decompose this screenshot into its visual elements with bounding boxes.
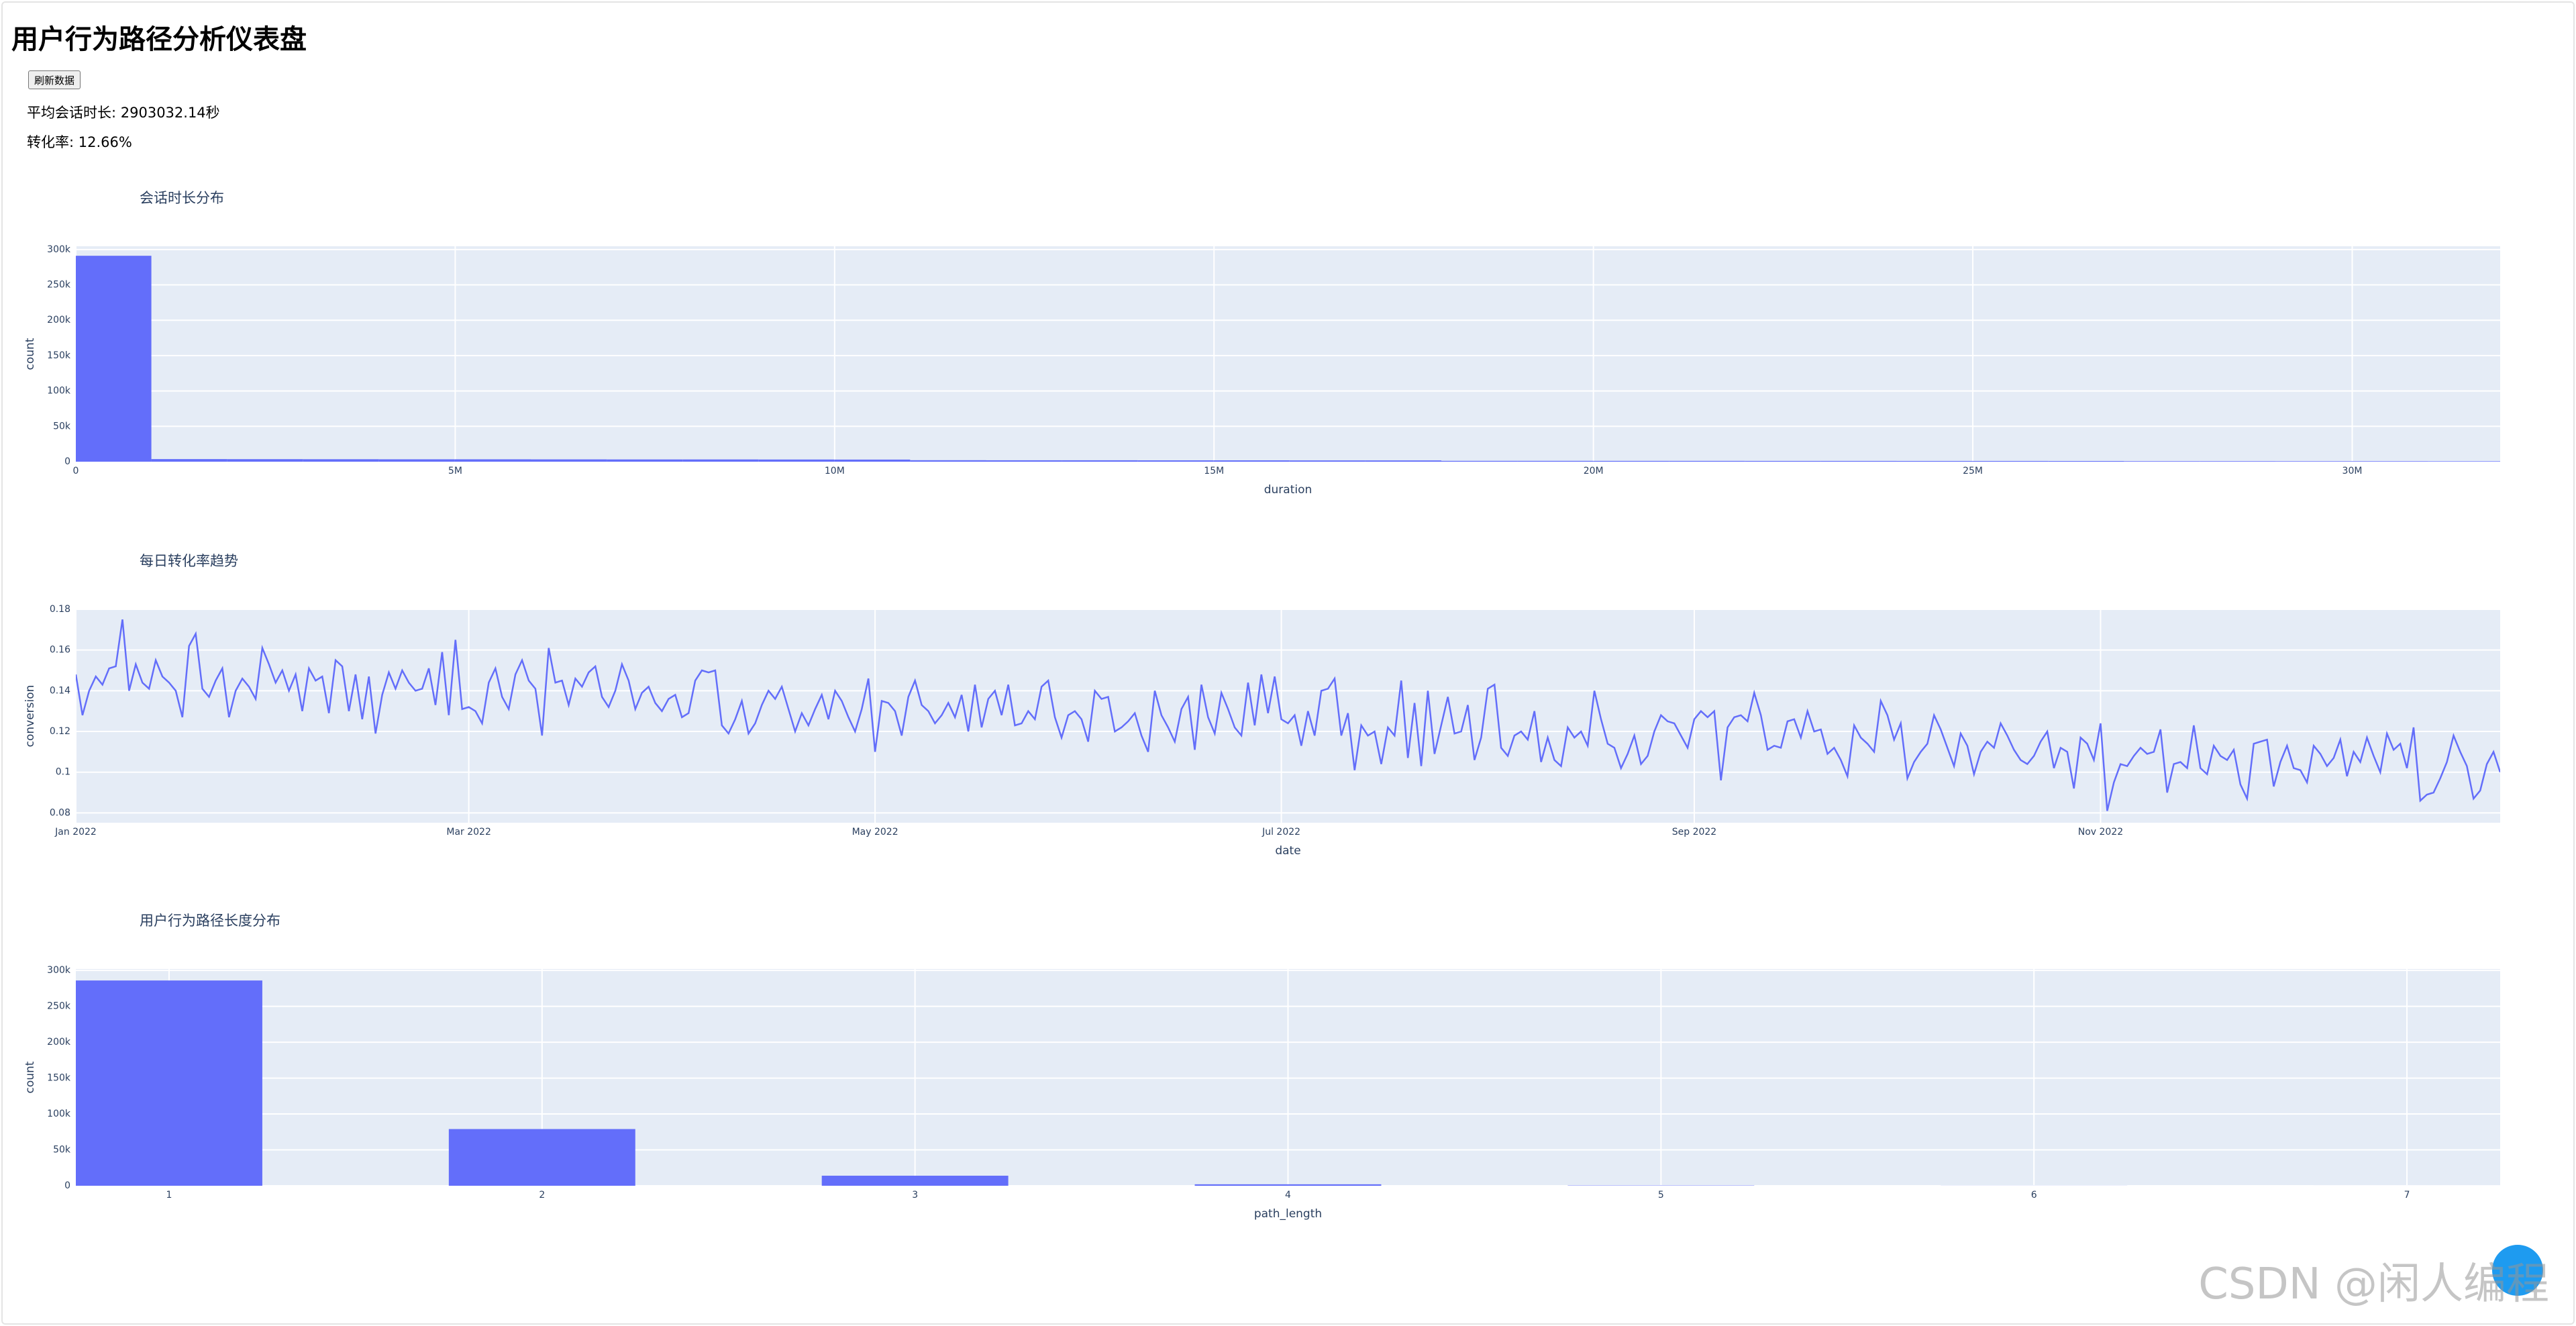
histogram-bar bbox=[607, 459, 683, 462]
histogram-bar bbox=[303, 459, 379, 462]
histogram-bar bbox=[1972, 460, 2049, 462]
x-tick-label: May 2022 bbox=[852, 827, 898, 837]
x-tick-label: 3 bbox=[912, 1190, 918, 1201]
x-axis-label: duration bbox=[1264, 483, 1312, 497]
conversion-rate: 转化率: 12.66% bbox=[27, 134, 132, 150]
floating-button[interactable] bbox=[2492, 1245, 2543, 1296]
y-tick-label: 0 bbox=[64, 1180, 70, 1191]
histogram-bar bbox=[1213, 460, 1290, 462]
chart-title: 会话时长分布 bbox=[140, 190, 224, 206]
histogram-bar bbox=[1896, 460, 1973, 462]
x-tick-label: Jul 2022 bbox=[1261, 827, 1300, 837]
y-axis-label: conversion bbox=[23, 685, 37, 748]
histogram-bar bbox=[1137, 460, 1214, 462]
y-tick-label: 0.1 bbox=[56, 767, 70, 778]
y-tick-label: 250k bbox=[47, 280, 71, 291]
y-tick-label: 300k bbox=[47, 244, 71, 255]
y-tick-label: 300k bbox=[47, 965, 71, 976]
plot-marks bbox=[76, 980, 2500, 1186]
histogram-bar bbox=[1669, 460, 1745, 462]
y-tick-label: 150k bbox=[47, 1073, 71, 1084]
histogram-bar bbox=[682, 459, 759, 462]
y-tick-label: 50k bbox=[53, 421, 71, 431]
x-axis-label: path_length bbox=[1254, 1207, 1322, 1221]
histogram-bar bbox=[1517, 460, 1594, 462]
x-tick-label: 5M bbox=[448, 466, 462, 476]
plot-background bbox=[76, 246, 2500, 462]
y-tick-label: 100k bbox=[47, 1109, 71, 1119]
histogram-bar bbox=[1745, 460, 1821, 462]
histogram-bar bbox=[378, 459, 455, 462]
y-axis-label: count bbox=[23, 338, 37, 370]
histogram-bar bbox=[910, 460, 986, 462]
histogram-bar bbox=[2048, 460, 2124, 462]
x-tick-label: Jan 2022 bbox=[54, 827, 97, 837]
avg-session: 平均会话时长: 2903032.14秒 bbox=[27, 105, 220, 121]
chart-title: 用户行为路径长度分布 bbox=[140, 913, 280, 929]
x-tick-label: 0 bbox=[73, 466, 79, 476]
plot-marks bbox=[76, 256, 2500, 462]
y-tick-label: 0.18 bbox=[50, 604, 70, 615]
x-tick-label: 25M bbox=[1963, 466, 1983, 476]
histogram-bar bbox=[758, 459, 835, 462]
y-tick-label: 0.12 bbox=[50, 726, 70, 737]
x-tick-label: 7 bbox=[2404, 1190, 2410, 1201]
histogram-bar bbox=[1820, 460, 1897, 462]
y-tick-label: 0 bbox=[64, 456, 70, 467]
bar bbox=[821, 1176, 1009, 1186]
histogram-bar bbox=[151, 459, 227, 462]
y-tick-label: 100k bbox=[47, 386, 71, 397]
y-tick-label: 0.14 bbox=[50, 685, 70, 696]
histogram-bar bbox=[227, 459, 303, 462]
histogram-bar bbox=[1062, 460, 1138, 462]
histogram-bar bbox=[834, 459, 911, 462]
bar bbox=[448, 1129, 635, 1186]
histogram-bar bbox=[986, 460, 1062, 462]
x-tick-label: Mar 2022 bbox=[446, 827, 491, 837]
x-tick-label: 5 bbox=[1658, 1190, 1664, 1201]
plot-background bbox=[76, 609, 2500, 823]
bar bbox=[76, 980, 262, 1186]
x-tick-label: 10M bbox=[825, 466, 845, 476]
histogram-bar bbox=[76, 256, 152, 462]
page-title: 用户行为路径分析仪表盘 bbox=[11, 24, 307, 55]
y-tick-label: 250k bbox=[47, 1001, 71, 1012]
plot-marks bbox=[76, 619, 2500, 811]
histogram-bar bbox=[454, 459, 531, 462]
histogram-bar bbox=[1593, 460, 1669, 462]
y-tick-label: 0.08 bbox=[50, 807, 70, 818]
y-tick-label: 0.16 bbox=[50, 645, 70, 656]
x-tick-label: Nov 2022 bbox=[2078, 827, 2123, 837]
x-tick-label: 15M bbox=[1204, 466, 1224, 476]
x-tick-label: 6 bbox=[2031, 1190, 2037, 1201]
histogram-bar bbox=[1365, 460, 1441, 462]
histogram-bar bbox=[1289, 460, 1366, 462]
y-tick-label: 200k bbox=[47, 315, 71, 325]
histogram-bar bbox=[1441, 460, 1518, 462]
x-tick-label: 4 bbox=[1285, 1190, 1291, 1201]
y-tick-label: 50k bbox=[53, 1145, 71, 1156]
y-axis-label: count bbox=[23, 1061, 37, 1093]
y-tick-label: 200k bbox=[47, 1037, 71, 1048]
refresh-button[interactable]: 刷新数据 bbox=[28, 70, 81, 89]
x-axis-label: date bbox=[1275, 844, 1300, 858]
x-tick-label: 30M bbox=[2342, 466, 2363, 476]
watermark: CSDN @闲人编程 bbox=[2198, 1260, 2549, 1309]
x-tick-label: 20M bbox=[1584, 466, 1604, 476]
bar bbox=[1194, 1184, 1382, 1186]
y-tick-label: 150k bbox=[47, 350, 71, 361]
x-tick-label: 1 bbox=[166, 1190, 172, 1201]
x-tick-label: 2 bbox=[539, 1190, 545, 1201]
chart-title: 每日转化率趋势 bbox=[140, 553, 238, 569]
x-tick-label: Sep 2022 bbox=[1672, 827, 1716, 837]
histogram-bar bbox=[530, 459, 607, 462]
trend-line bbox=[76, 619, 2500, 811]
